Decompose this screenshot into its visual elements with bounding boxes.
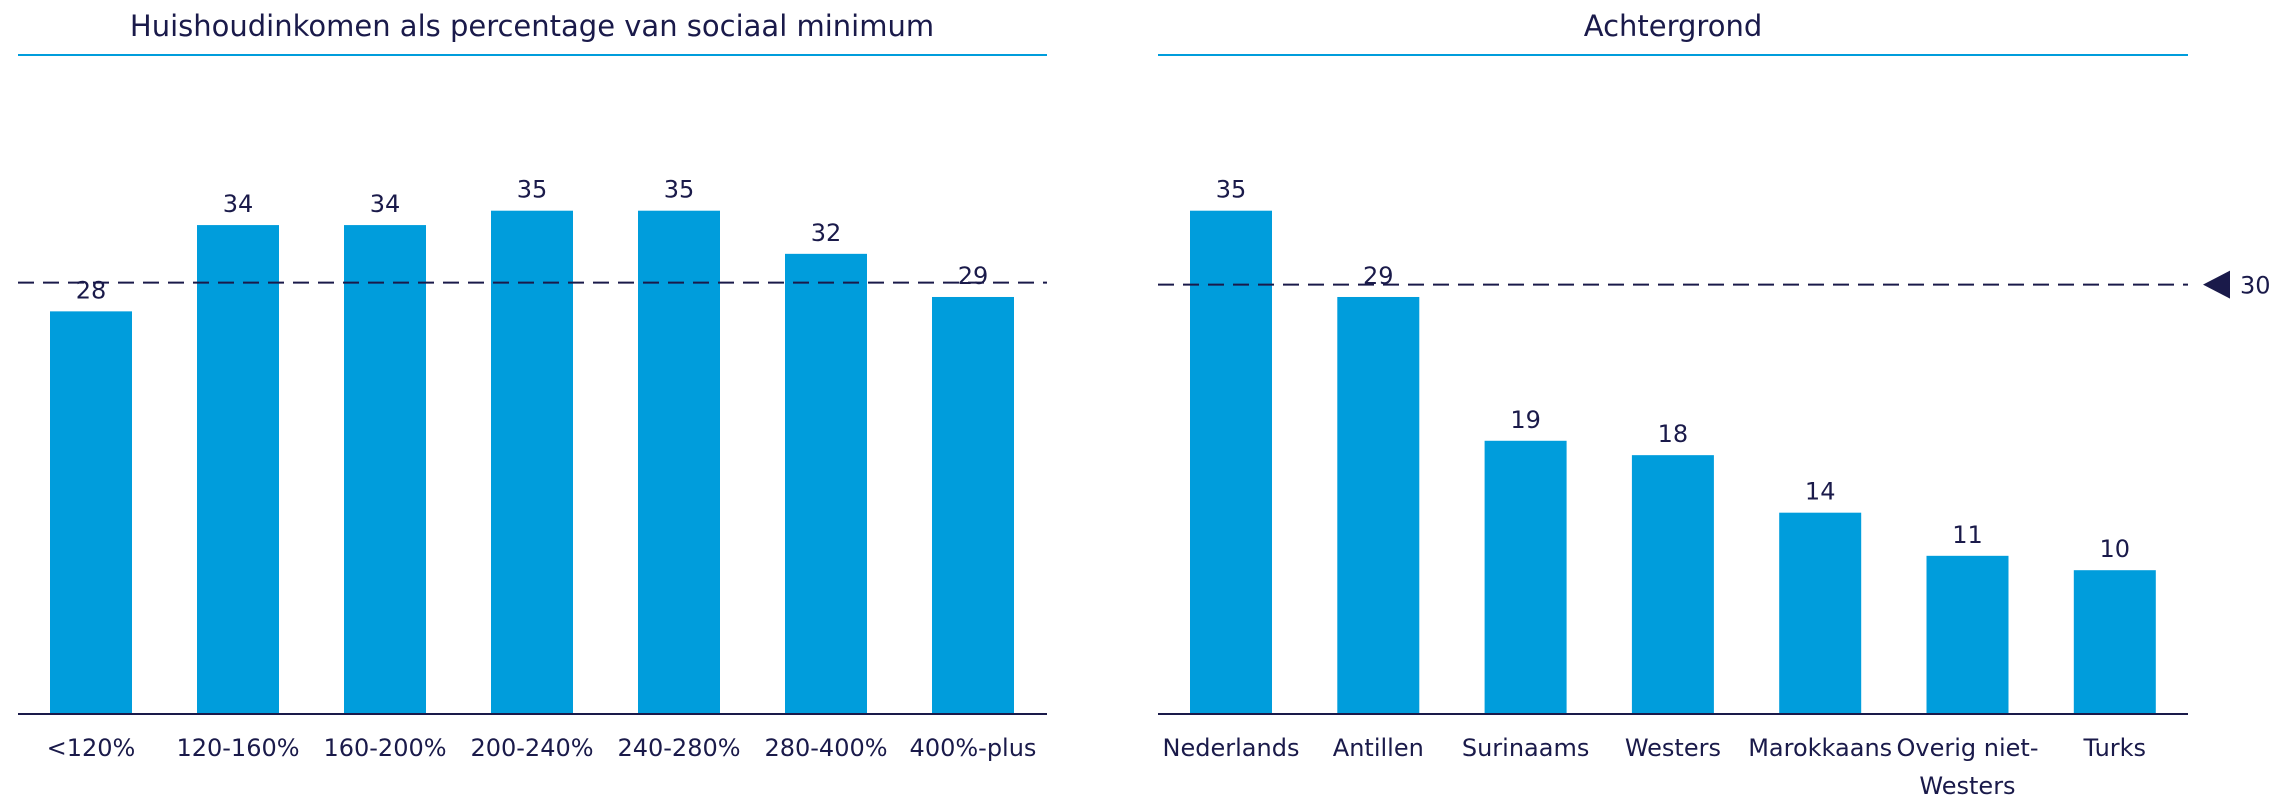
income-bar (197, 225, 279, 714)
background-bar (1631, 455, 1714, 714)
income-category-label: 120-160% (176, 734, 299, 762)
income-chart-panel: Huishoudinkomen als percentage van socia… (18, 9, 1047, 762)
income-value-label: 32 (811, 219, 842, 247)
reference-marker-triangle-icon (2203, 270, 2230, 299)
background-category-label: Westers (1625, 734, 1721, 762)
income-value-label: 34 (223, 190, 254, 218)
background-value-label: 35 (1216, 176, 1247, 204)
background-category-label: Nederlands (1163, 734, 1300, 762)
income-bar (638, 210, 720, 714)
background-value-label: 19 (1510, 406, 1541, 434)
background-chart-title: Achtergrond (1584, 9, 1763, 43)
income-value-label: 34 (370, 190, 401, 218)
background-category-label: Surinaams (1462, 734, 1590, 762)
background-value-label: 11 (1952, 521, 1983, 549)
income-category-label: 160-200% (323, 734, 446, 762)
income-value-label: 35 (664, 176, 695, 204)
income-bar (932, 296, 1014, 714)
background-bar (1779, 512, 1862, 714)
income-value-label: 28 (76, 276, 107, 304)
income-bar (50, 311, 132, 714)
background-chart-panel: Achtergrond Nederlands Antillen Surinaams W… (1158, 9, 2271, 795)
background-bar (1484, 440, 1567, 714)
background-value-label: 10 (2100, 535, 2131, 563)
income-bar (344, 225, 426, 714)
background-category-label: Turks (2083, 734, 2147, 762)
reference-line-label: 30 (2240, 272, 2271, 300)
background-bar (2073, 570, 2156, 714)
income-value-label: 29 (958, 262, 989, 290)
background-category-label: Westers (1919, 772, 2015, 795)
background-value-label: 29 (1363, 262, 1394, 290)
background-bar (1337, 296, 1420, 714)
income-category-label: 240-280% (617, 734, 740, 762)
background-bar (1190, 210, 1272, 714)
background-category-label: Antillen (1333, 734, 1424, 762)
income-category-label: 280-400% (764, 734, 887, 762)
income-value-label: 35 (517, 176, 548, 204)
income-chart-title: Huishoudinkomen als percentage van socia… (130, 9, 934, 43)
income-bar (491, 210, 573, 714)
background-category-label: Overig niet- (1897, 734, 2039, 762)
background-category-label: Marokkaans (1748, 734, 1892, 762)
income-bar (785, 253, 867, 714)
background-value-label: 18 (1658, 420, 1689, 448)
background-value-label: 14 (1805, 478, 1836, 506)
income-category-label: 200-240% (470, 734, 593, 762)
background-bar (1926, 555, 2009, 714)
income-category-label: 400%-plus (910, 734, 1037, 762)
income-category-label: <120% (47, 734, 136, 762)
